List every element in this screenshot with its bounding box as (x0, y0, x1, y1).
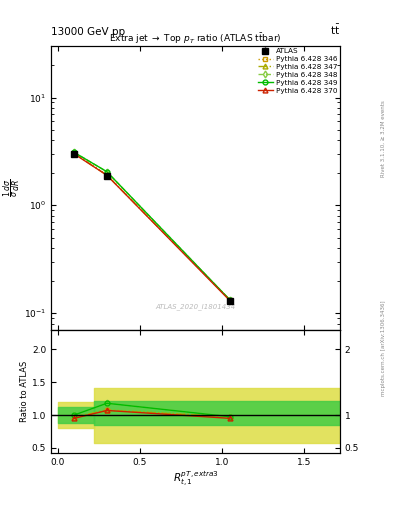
Text: mcplots.cern.ch [arXiv:1306.3436]: mcplots.cern.ch [arXiv:1306.3436] (381, 301, 386, 396)
Text: 13000 GeV pp: 13000 GeV pp (51, 27, 125, 37)
Text: Rivet 3.1.10, ≥ 3.2M events: Rivet 3.1.10, ≥ 3.2M events (381, 100, 386, 177)
Y-axis label: $\frac{1}{\sigma}\frac{d\sigma}{dR}$: $\frac{1}{\sigma}\frac{d\sigma}{dR}$ (1, 179, 22, 197)
X-axis label: $R_{t,1}^{pT,extra3}$: $R_{t,1}^{pT,extra3}$ (173, 470, 219, 489)
Y-axis label: Ratio to ATLAS: Ratio to ATLAS (20, 361, 29, 422)
Text: ATLAS_2020_I1801434: ATLAS_2020_I1801434 (155, 303, 236, 310)
Title: Extra jet $\rightarrow$ Top $p_T$ ratio (ATLAS t$\bar{\rm t}$bar): Extra jet $\rightarrow$ Top $p_T$ ratio … (109, 31, 282, 46)
Legend: ATLAS, Pythia 6.428 346, Pythia 6.428 347, Pythia 6.428 348, Pythia 6.428 349, P: ATLAS, Pythia 6.428 346, Pythia 6.428 34… (257, 48, 338, 94)
Text: t$\bar{\rm t}$: t$\bar{\rm t}$ (330, 23, 340, 37)
